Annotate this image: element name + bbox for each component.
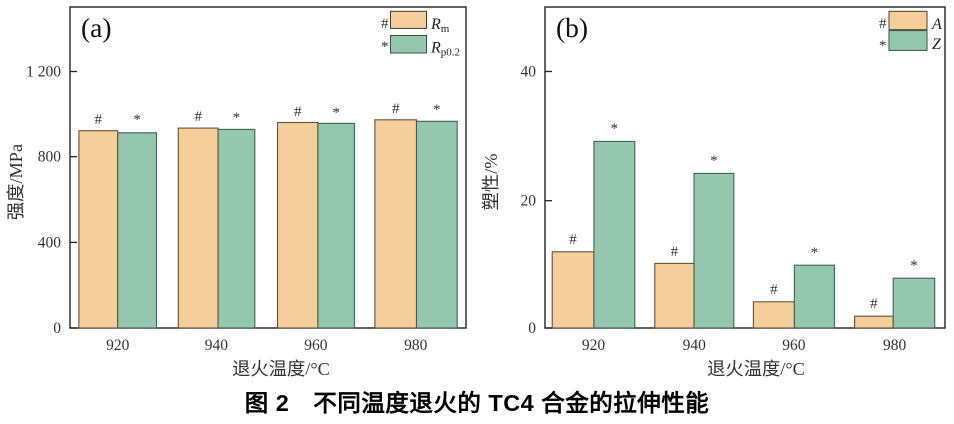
svg-text:#: # bbox=[870, 296, 878, 312]
svg-text:#: # bbox=[194, 109, 202, 125]
svg-text:960: 960 bbox=[304, 337, 328, 354]
svg-text:退火温度/°C: 退火温度/°C bbox=[707, 359, 805, 379]
svg-text:960: 960 bbox=[782, 337, 806, 354]
svg-text:*: * bbox=[133, 112, 141, 128]
svg-text:#: # bbox=[392, 101, 400, 117]
svg-text:920: 920 bbox=[582, 337, 606, 354]
svg-text:塑性/%: 塑性/% bbox=[481, 154, 501, 211]
svg-text:*: * bbox=[433, 102, 441, 118]
svg-text:*: * bbox=[332, 105, 340, 121]
svg-text:980: 980 bbox=[404, 337, 428, 354]
svg-text:1 200: 1 200 bbox=[26, 64, 61, 81]
svg-text:*: * bbox=[710, 153, 718, 169]
svg-text:940: 940 bbox=[205, 337, 229, 354]
svg-text:强度/MPa: 强度/MPa bbox=[6, 144, 26, 220]
svg-text:(b): (b) bbox=[556, 12, 588, 43]
svg-text:Z: Z bbox=[932, 36, 942, 53]
svg-text:940: 940 bbox=[683, 337, 707, 354]
svg-text:#: # bbox=[95, 112, 103, 128]
svg-text:#: # bbox=[671, 244, 679, 260]
svg-text:*: * bbox=[811, 245, 819, 261]
svg-text:A: A bbox=[931, 16, 942, 33]
svg-text:*: * bbox=[233, 110, 241, 126]
svg-text:920: 920 bbox=[106, 337, 130, 354]
svg-text:#: # bbox=[569, 232, 577, 248]
svg-text:Rp0.2: Rp0.2 bbox=[430, 40, 460, 59]
svg-text:*: * bbox=[879, 38, 887, 54]
svg-text:退火温度/°C: 退火温度/°C bbox=[232, 359, 330, 379]
svg-text:980: 980 bbox=[883, 337, 907, 354]
svg-text:#: # bbox=[294, 104, 302, 120]
svg-text:0: 0 bbox=[528, 320, 536, 337]
svg-text:400: 400 bbox=[38, 234, 62, 251]
svg-text:0: 0 bbox=[53, 320, 61, 337]
svg-text:Rm: Rm bbox=[430, 16, 450, 35]
svg-text:(a): (a) bbox=[81, 12, 112, 43]
svg-text:#: # bbox=[770, 282, 778, 298]
svg-text:40: 40 bbox=[521, 64, 537, 81]
svg-text:*: * bbox=[910, 258, 918, 274]
svg-text:800: 800 bbox=[38, 149, 62, 166]
svg-text:*: * bbox=[381, 39, 389, 55]
svg-text:#: # bbox=[879, 16, 887, 32]
svg-text:20: 20 bbox=[521, 193, 537, 210]
svg-text:*: * bbox=[611, 121, 619, 137]
svg-text:#: # bbox=[381, 16, 389, 32]
